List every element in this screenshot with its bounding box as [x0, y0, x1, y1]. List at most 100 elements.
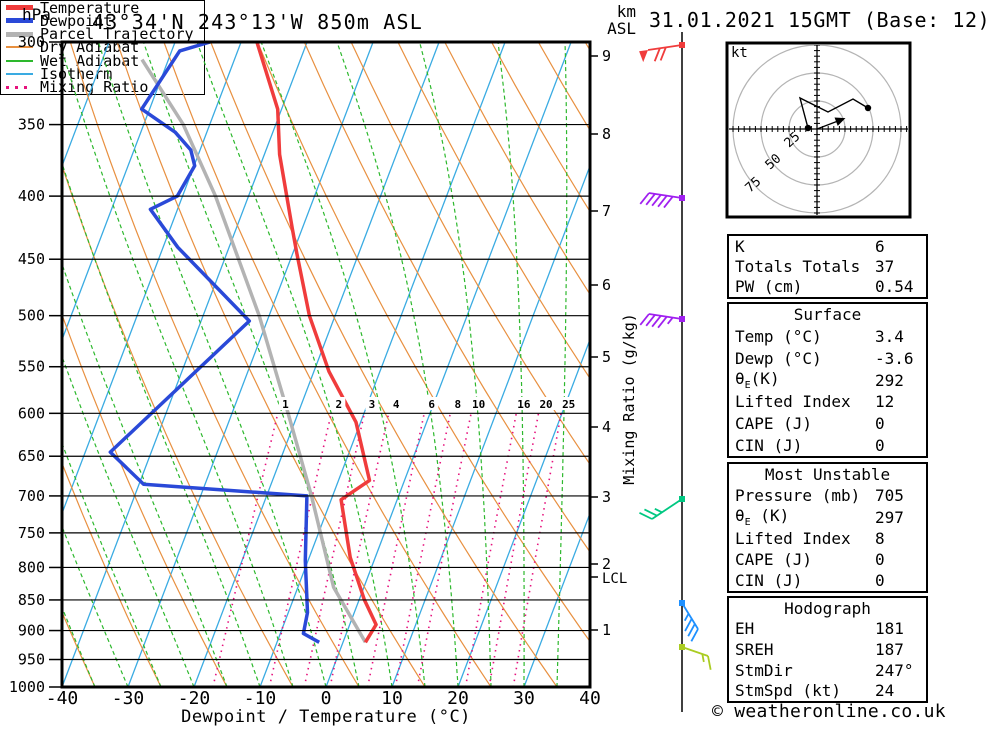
mixing-ratio-label-bg [332, 397, 346, 410]
mixing-ratio-label: 6 [428, 398, 435, 411]
wind-barb-feather [690, 628, 699, 642]
mixing-ratio-label-bg [558, 397, 579, 410]
wind-barb-feather [659, 47, 667, 61]
mixing-ratio-label: 2 [336, 398, 343, 411]
mixing-ratio-line [268, 413, 333, 687]
pressure-tick-label: 900 [18, 622, 45, 640]
isotherm-line [62, 42, 110, 168]
dry-adiabat-line [62, 461, 162, 687]
wind-barb [639, 42, 685, 63]
mixing-ratio-line [329, 413, 390, 687]
wind-barb-feather [644, 508, 658, 517]
table-row: CAPE (J) 0 [729, 413, 926, 435]
wind-barb [639, 496, 685, 520]
mixing-ratio-label: 3 [369, 398, 376, 411]
table-hodograph: Hodograph EH 181 SREH 187 StmDir 247° StmSpd (k… [727, 596, 928, 703]
dry-adiabat-line [210, 42, 558, 687]
table-row-value: 37 [875, 256, 895, 276]
table-row: CIN (J) 0 [729, 570, 926, 591]
wind-barb-half-feather [683, 613, 690, 622]
altitude-axis-unit: km ASL [594, 3, 636, 37]
isotherm-line [62, 42, 308, 687]
mixing-ratio-axis-label: Mixing Ratio (g/kg) [620, 313, 638, 485]
wind-barb [679, 644, 712, 670]
legend-item: Mixing Ratio [1, 78, 204, 97]
storm-motion-arrow-head [834, 117, 846, 126]
table-row-value: 0.54 [875, 277, 914, 297]
table-row-value: 705 [875, 485, 904, 505]
isotherm-line [127, 42, 374, 687]
wind-barb-feather [653, 47, 661, 62]
pressure-tick-label: 300 [18, 33, 45, 51]
legend-item: Parcel Trajectory [1, 25, 204, 44]
lcl-label: LCL [602, 571, 627, 587]
table-row: StmDir 247° [729, 660, 926, 681]
dry-adiabat-line [397, 42, 590, 380]
altitude-axis-unit-asl: ASL [607, 19, 636, 38]
hodograph-unit-label: kt [731, 45, 748, 61]
table-row: EH 181 [729, 619, 926, 640]
mixing-ratio-line [512, 413, 562, 687]
temp-tick-label: -20 [178, 688, 211, 709]
table-row: Lifted Index 8 [729, 528, 926, 549]
pressure-tick-label: 1000 [9, 678, 45, 696]
legend-swatch-wet_adiabat [6, 59, 33, 62]
table-row-label: θE (K) [735, 505, 790, 529]
wet-adiabat-line [62, 605, 96, 687]
legend-swatch-dry_adiabat [6, 46, 33, 49]
temp-tick-label: -40 [46, 688, 79, 709]
wind-barb-feather [707, 655, 712, 670]
legend-swatch-isotherm [6, 73, 33, 76]
legend-item-label: Dewpoint [40, 11, 113, 30]
pressure-tick-label: 700 [18, 487, 45, 505]
mixing-ratio-label-bg [365, 397, 379, 410]
legend-item-label: Mixing Ratio [40, 78, 149, 97]
wet-adiabat-line [62, 161, 261, 687]
wind-barb-staff [681, 602, 699, 630]
plot-frame [60, 40, 592, 689]
km-tick-label: 5 [602, 348, 611, 366]
isotherm-line [523, 511, 590, 687]
table-row: Dewp (°C) -3.6 [729, 347, 926, 369]
table-row-value: 12 [875, 392, 895, 412]
table-row-value: 187 [875, 639, 904, 659]
table-row-label: Lifted Index [735, 392, 851, 412]
mixing-ratio-line [212, 413, 279, 687]
temperature-curve [255, 42, 378, 644]
table-row-value: 0 [875, 435, 885, 455]
dewpoint-curve [108, 42, 321, 644]
mixing-ratio-label-bg [278, 397, 292, 410]
table-row-label: Dewp (°C) [735, 348, 822, 368]
pressure-tick-label: 950 [18, 651, 45, 669]
hodograph-trace [798, 96, 869, 129]
dry-adiabat-line [256, 42, 590, 643]
temp-tick-label: 30 [513, 688, 535, 709]
table-row: CAPE (J) 0 [729, 549, 926, 570]
table-row-label: Lifted Index [735, 529, 851, 549]
wind-barb-feather [663, 196, 674, 209]
mixing-ratio-label: 10 [472, 398, 485, 411]
table-header: Most Unstable [764, 464, 891, 484]
legend-item-label: Parcel Trajectory [40, 25, 194, 44]
wind-barb-flag [639, 50, 648, 63]
km-tick-label: 2 [602, 555, 611, 573]
temp-tick-label: 40 [579, 688, 601, 709]
table-row-label: StmSpd (kt) [735, 681, 841, 701]
hodograph-ring-label: 50 [763, 151, 785, 173]
table-row-label: Totals Totals [735, 256, 861, 276]
pressure-tick-label: 600 [18, 404, 45, 422]
mixing-ratio-label-bg [451, 397, 465, 410]
km-tick-label: 4 [602, 418, 611, 436]
dry-adiabat-line [116, 42, 426, 687]
wet-adiabat-line [556, 42, 568, 687]
wind-barb-feather [639, 511, 653, 520]
hodograph-ring-label: 25 [782, 129, 804, 151]
temperature-axis-label: Dewpoint / Temperature (°C) [181, 707, 471, 727]
dry-adiabat-line [62, 163, 294, 687]
legend-swatch-temperature [6, 5, 33, 11]
mixing-ratio-line [488, 413, 540, 687]
mixing-ratio-line [366, 413, 425, 687]
